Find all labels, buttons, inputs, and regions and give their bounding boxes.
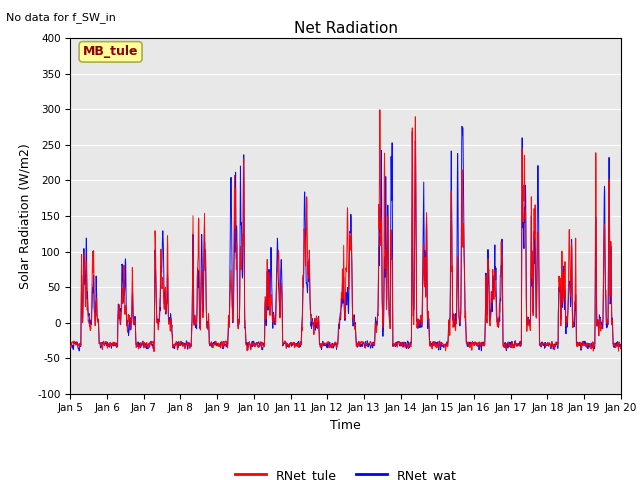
Text: MB_tule: MB_tule (83, 45, 138, 59)
Y-axis label: Solar Radiation (W/m2): Solar Radiation (W/m2) (19, 143, 32, 289)
X-axis label: Time: Time (330, 419, 361, 432)
Title: Net Radiation: Net Radiation (294, 21, 397, 36)
Text: No data for f_SW_in: No data for f_SW_in (6, 12, 116, 23)
Legend: RNet_tule, RNet_wat: RNet_tule, RNet_wat (230, 464, 461, 480)
